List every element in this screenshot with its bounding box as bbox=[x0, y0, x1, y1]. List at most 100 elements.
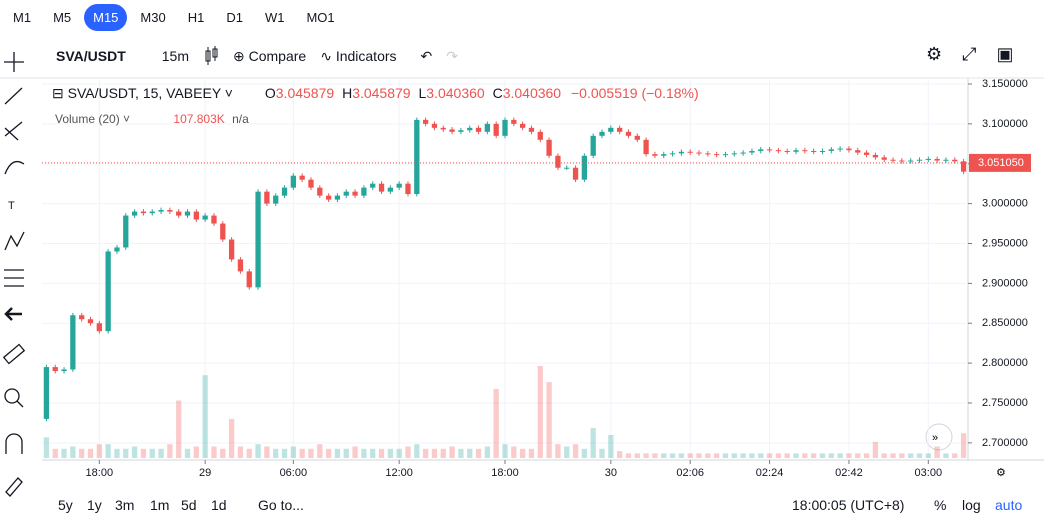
candle-body bbox=[669, 153, 676, 155]
candle-body bbox=[325, 195, 332, 200]
range[interactable]: 1d bbox=[211, 497, 227, 513]
candle-body bbox=[846, 148, 852, 151]
candle-body bbox=[934, 158, 940, 161]
auto-toggle[interactable]: auto bbox=[995, 497, 1023, 513]
timeframe[interactable]: M30 bbox=[140, 9, 166, 25]
volume-bar bbox=[537, 366, 543, 458]
compare-button[interactable]: ⊕ Compare bbox=[232, 47, 307, 64]
candle-body bbox=[546, 139, 552, 156]
volume-bar bbox=[555, 444, 561, 458]
candle-icon[interactable] bbox=[203, 46, 219, 66]
volume-title: Volume (20) ˅ bbox=[55, 112, 131, 126]
symbol[interactable]: SVA/USDT bbox=[56, 48, 126, 64]
volume-bar bbox=[149, 448, 155, 458]
candle-body bbox=[228, 239, 235, 260]
volume-bar bbox=[105, 444, 111, 458]
grid bbox=[42, 80, 968, 458]
volume-bar bbox=[837, 453, 843, 458]
indicators-button[interactable]: ∿ Indicators bbox=[320, 47, 397, 64]
volume-bar bbox=[255, 444, 261, 458]
candle-body bbox=[61, 369, 67, 372]
candle-body bbox=[79, 315, 85, 320]
candle-body bbox=[202, 215, 208, 220]
candle-body bbox=[899, 160, 905, 162]
volume-bar bbox=[43, 437, 50, 458]
timeframe[interactable]: W1 bbox=[264, 9, 285, 25]
timeframe[interactable]: M1 bbox=[13, 9, 32, 25]
timeframe[interactable]: MO1 bbox=[306, 9, 335, 25]
range[interactable]: 5d bbox=[181, 497, 197, 513]
undo[interactable]: ↶ bbox=[420, 47, 433, 64]
scroll-button[interactable] bbox=[925, 423, 953, 451]
goto[interactable]: Go to... bbox=[258, 497, 304, 513]
volume-legend: Volume (20) ˅ 107.803K n/a bbox=[55, 112, 249, 126]
candle-body bbox=[387, 187, 393, 192]
range[interactable]: 1y bbox=[87, 497, 102, 513]
timeframe[interactable]: D1 bbox=[226, 9, 243, 25]
volume-bar bbox=[731, 453, 737, 458]
high-value: 3.045879 bbox=[352, 85, 411, 101]
interval[interactable]: 15m bbox=[161, 48, 189, 64]
volume-bar bbox=[652, 453, 658, 458]
settings[interactable]: ⚙ bbox=[926, 44, 943, 64]
change: −0.005519 (−0.18%) bbox=[571, 85, 699, 101]
y-tick-label: 3.050000 bbox=[982, 158, 1028, 170]
volume-bar bbox=[246, 448, 252, 458]
candle-body bbox=[863, 152, 870, 155]
volume-bar bbox=[158, 448, 164, 458]
volume-bar bbox=[687, 453, 693, 458]
volume-value: 107.803K bbox=[173, 112, 225, 126]
candle-body bbox=[114, 247, 120, 252]
candle-body bbox=[678, 151, 685, 154]
timeframe[interactable]: M5 bbox=[53, 9, 72, 25]
volume-bar bbox=[916, 453, 923, 458]
volume-bar bbox=[775, 453, 782, 458]
low-value: 3.040360 bbox=[426, 85, 485, 101]
fullscreen[interactable]: ⤢ bbox=[962, 44, 977, 64]
volume-bar bbox=[943, 453, 949, 458]
volume-bar bbox=[625, 453, 632, 458]
axis-settings[interactable]: ⚙ bbox=[996, 467, 1006, 479]
redo[interactable]: ↷ bbox=[446, 47, 458, 64]
candle-body bbox=[370, 183, 376, 188]
candle-body bbox=[581, 155, 588, 180]
clock: 18:00:05 (UTC+8) bbox=[792, 497, 905, 513]
candle-body bbox=[211, 215, 217, 224]
volume-bar bbox=[908, 453, 914, 458]
y-tick-label: 3.000000 bbox=[982, 198, 1028, 210]
volume-bar bbox=[846, 453, 852, 458]
percent-toggle[interactable]: % bbox=[934, 497, 947, 513]
candle-body bbox=[237, 259, 244, 272]
log-toggle[interactable]: log bbox=[962, 497, 981, 513]
candle-body bbox=[775, 150, 782, 152]
candle-body bbox=[908, 160, 914, 162]
candle-body bbox=[484, 123, 491, 132]
volume-bar bbox=[52, 448, 58, 458]
screenshot[interactable]: ▣ bbox=[996, 44, 1014, 64]
range[interactable]: 3m bbox=[115, 497, 135, 513]
toolbar: SVA/USDT 15m ⊕ Compare ∿ Indicators ↶ ↷ bbox=[42, 38, 458, 74]
volume-bar bbox=[766, 453, 773, 458]
candle-body bbox=[952, 159, 958, 162]
range[interactable]: 1m bbox=[150, 497, 170, 513]
candle-body bbox=[661, 154, 667, 156]
candle-body bbox=[855, 150, 861, 153]
candle-body bbox=[193, 211, 199, 220]
close-label: C bbox=[492, 85, 503, 101]
x-tick-label: 06:00 bbox=[280, 467, 308, 479]
bottom-bar: 5y 1y 3m 1m 5d 1d Go to... 18:00:05 (UTC… bbox=[0, 490, 1044, 524]
candle-body bbox=[634, 135, 640, 140]
volume-bar bbox=[228, 418, 235, 458]
x-tick-label: 12:00 bbox=[385, 467, 413, 479]
last-price-label: 3.051050 bbox=[978, 157, 1024, 169]
candle-body bbox=[811, 150, 817, 152]
timeframe[interactable]: H1 bbox=[187, 9, 205, 25]
candle-body bbox=[502, 119, 508, 136]
candle-body bbox=[343, 191, 349, 196]
candle-body bbox=[537, 131, 543, 140]
range[interactable]: 5y bbox=[58, 497, 73, 513]
timeframe-active[interactable]: M15 bbox=[84, 3, 128, 31]
volume-bar bbox=[740, 453, 746, 458]
volume-bar bbox=[325, 448, 332, 458]
x-tick-label: 30 bbox=[605, 467, 617, 479]
